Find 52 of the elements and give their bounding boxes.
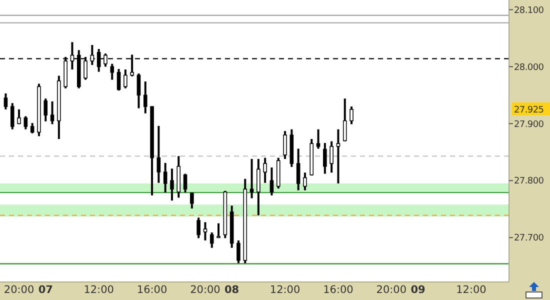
candlestick: [183, 172, 188, 194]
candlestick: [256, 158, 260, 216]
x-tick-label: 12:00: [270, 284, 300, 296]
x-tick-label: 07: [38, 284, 53, 296]
y-tick-label: 28.000: [514, 62, 544, 73]
candlestick: [50, 100, 54, 126]
candlestick: [124, 68, 128, 90]
candlestick: [44, 98, 48, 122]
candlestick: [163, 162, 168, 194]
candlestick: [156, 124, 161, 184]
y-tick-label: 27.800: [514, 176, 544, 187]
candlestick: [190, 192, 194, 210]
candlestick: [30, 122, 34, 134]
y-tick-label: 28.100: [514, 6, 544, 16]
candlestick: [17, 108, 21, 126]
x-tick-label: 20:00: [4, 284, 34, 296]
candlestick: [303, 172, 307, 192]
candlestick: [342, 98, 347, 142]
candlestick: [350, 106, 354, 126]
candlestick: [24, 115, 28, 130]
x-tick-label: 12:00: [456, 284, 486, 296]
text: 27.925: [514, 106, 544, 116]
candlestick: [170, 168, 174, 202]
candlestick: [216, 222, 220, 240]
candlestick: [263, 156, 267, 184]
candlestick: [10, 102, 14, 130]
candlestick: [236, 239, 240, 264]
x-tick-label: 08: [224, 284, 240, 296]
x-tick-label: 12:00: [84, 284, 114, 296]
candlestick: [283, 130, 287, 160]
candlestick: [270, 166, 274, 196]
candlestick: [110, 62, 114, 81]
x-tick-label: 16:00: [323, 284, 354, 296]
x-tick-label: 16:00: [136, 284, 168, 296]
candlestick: [330, 140, 334, 174]
candlestick: [336, 128, 340, 184]
candlestick: [196, 216, 200, 240]
x-tick-label: 20:00: [190, 284, 220, 296]
y-tick-label: 27.900: [514, 120, 544, 130]
candlestick: [136, 72, 141, 110]
candlestick: [296, 148, 300, 192]
candlestick: [323, 142, 327, 175]
candlestick: [143, 80, 148, 114]
x-tick-label: 09: [410, 284, 426, 296]
x-tick-label: 20:00: [376, 284, 407, 296]
candlestick: [4, 92, 8, 110]
candlestick: [203, 221, 208, 242]
candlestick: [210, 231, 214, 249]
candlestick: [316, 128, 320, 150]
candlestick: [116, 68, 121, 92]
y-tick-label: 27.700: [514, 234, 544, 244]
candlestick: [250, 158, 254, 200]
